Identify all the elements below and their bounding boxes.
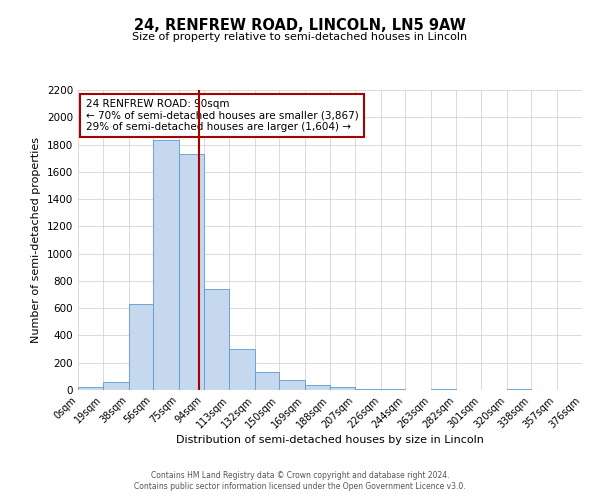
Text: 24, RENFREW ROAD, LINCOLN, LN5 9AW: 24, RENFREW ROAD, LINCOLN, LN5 9AW xyxy=(134,18,466,32)
Bar xyxy=(255,372,279,390)
Bar xyxy=(204,289,229,390)
Bar xyxy=(153,140,179,390)
Bar xyxy=(330,388,355,390)
Text: 24 RENFREW ROAD: 90sqm
← 70% of semi-detached houses are smaller (3,867)
29% of : 24 RENFREW ROAD: 90sqm ← 70% of semi-det… xyxy=(86,99,358,132)
Bar xyxy=(279,380,305,390)
X-axis label: Distribution of semi-detached houses by size in Lincoln: Distribution of semi-detached houses by … xyxy=(176,436,484,446)
Text: Contains public sector information licensed under the Open Government Licence v3: Contains public sector information licen… xyxy=(134,482,466,491)
Bar xyxy=(129,304,153,390)
Y-axis label: Number of semi-detached properties: Number of semi-detached properties xyxy=(31,137,41,343)
Text: Contains HM Land Registry data © Crown copyright and database right 2024.: Contains HM Land Registry data © Crown c… xyxy=(151,471,449,480)
Bar xyxy=(78,388,103,390)
Bar xyxy=(229,349,255,390)
Text: Size of property relative to semi-detached houses in Lincoln: Size of property relative to semi-detach… xyxy=(133,32,467,42)
Bar xyxy=(179,154,204,390)
Bar xyxy=(103,382,129,390)
Bar xyxy=(305,384,330,390)
